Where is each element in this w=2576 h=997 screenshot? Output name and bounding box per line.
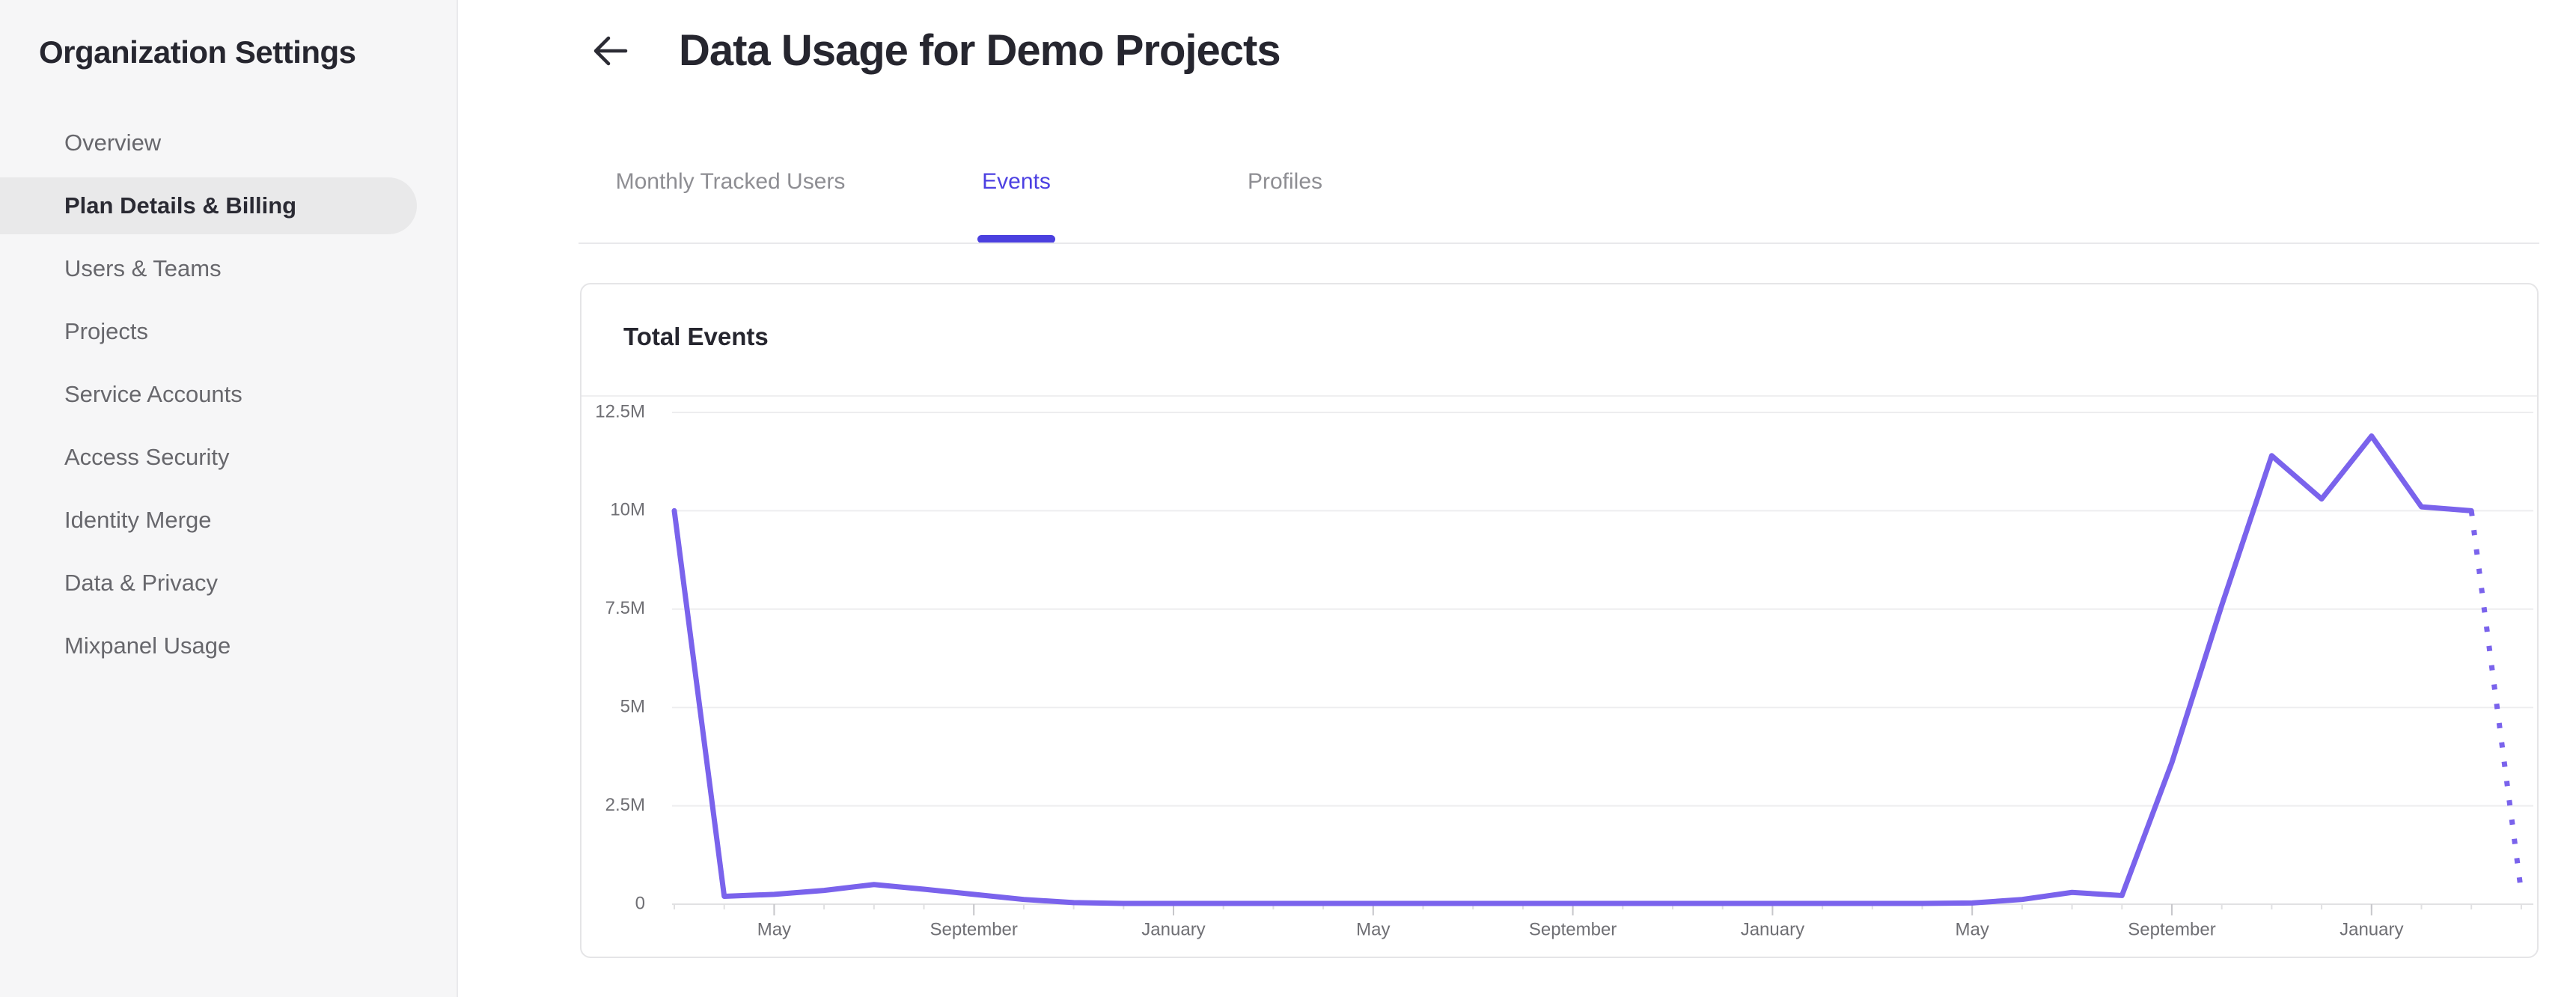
card-divider xyxy=(582,395,2537,397)
sidebar-item-data-privacy[interactable]: Data & Privacy xyxy=(64,570,219,596)
tab-profiles[interactable]: Profiles xyxy=(1247,169,1323,194)
tab-events[interactable]: Events xyxy=(982,169,1051,194)
sidebar-item-overview[interactable]: Overview xyxy=(64,129,162,156)
line-chart-canvas: 12.5M 10M 7.5M 5M 2.5M 0 May September January Ma… xyxy=(595,401,2533,939)
tab-bar-divider xyxy=(579,243,2539,244)
total-events-chart: 12.5M 10M 7.5M 5M 2.5M 0 May September January Ma… xyxy=(582,397,2537,957)
y-tick-label: 0 xyxy=(635,893,645,913)
sidebar-item-mixpanel-usage[interactable]: Mixpanel Usage xyxy=(64,632,231,659)
sidebar-item-projects[interactable]: Projects xyxy=(64,318,148,344)
y-tick-label: 2.5M xyxy=(605,795,645,815)
arrow-left-icon xyxy=(593,36,628,66)
x-tick-label: January xyxy=(1141,919,1205,939)
sidebar-title: Organization Settings xyxy=(39,34,356,70)
sidebar: Organization Settings Overview Plan Deta… xyxy=(0,0,458,997)
x-tick-label: January xyxy=(1741,919,1804,939)
x-tick-label: May xyxy=(1956,919,1989,939)
sidebar-item-identity-merge[interactable]: Identity Merge xyxy=(64,507,212,533)
y-tick-label: 12.5M xyxy=(595,401,645,421)
x-tick-label: May xyxy=(1356,919,1390,939)
sidebar-item-users-teams[interactable]: Users & Teams xyxy=(64,255,222,281)
chart-title: Total Events xyxy=(623,323,769,350)
x-tick-label: September xyxy=(2128,919,2215,939)
events-line-projected xyxy=(2468,510,2524,893)
y-tick-label: 5M xyxy=(620,697,645,717)
x-tick-label: September xyxy=(930,919,1017,939)
active-tab-indicator xyxy=(977,235,1055,243)
sidebar-item-service-accounts[interactable]: Service Accounts xyxy=(64,381,242,407)
y-tick-label: 7.5M xyxy=(605,598,645,618)
x-tick-label: January xyxy=(2340,919,2403,939)
tab-monthly-tracked-users[interactable]: Monthly Tracked Users xyxy=(615,169,846,194)
x-tick-label: May xyxy=(757,919,791,939)
sidebar-nav: Overview Plan Details & Billing Users & … xyxy=(0,112,457,677)
page-title: Data Usage for Demo Projects xyxy=(679,26,1281,75)
total-events-card: Total Events 12.5M 10M 7.5M 5M 2.5M 0 May Septe… xyxy=(580,283,2539,958)
y-tick-label: 10M xyxy=(610,500,645,520)
sidebar-item-access-security[interactable]: Access Security xyxy=(64,444,230,470)
x-tick-label: September xyxy=(1529,919,1617,939)
events-line xyxy=(671,433,2474,906)
sidebar-item-plan-details-billing[interactable]: Plan Details & Billing xyxy=(0,177,417,234)
back-button[interactable] xyxy=(590,34,630,67)
